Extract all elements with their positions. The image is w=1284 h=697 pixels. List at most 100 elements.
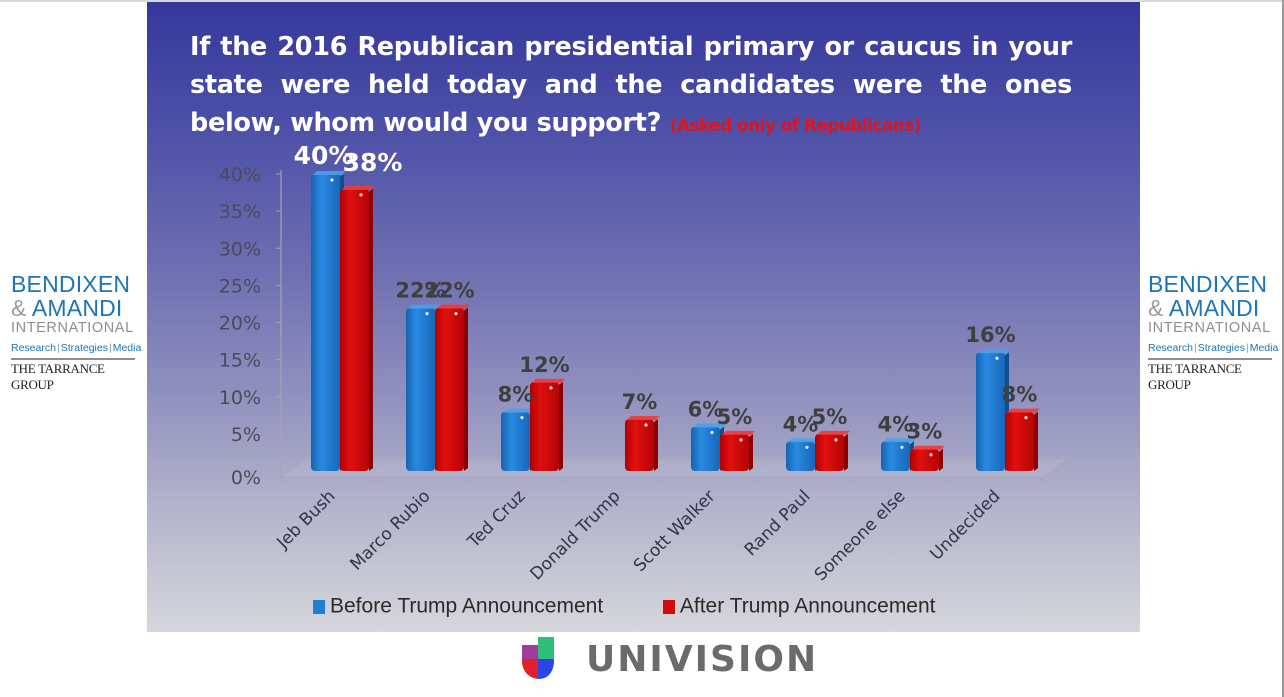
x-tick-label: Jeb Bush <box>273 486 340 553</box>
logo-amandi: AMANDI <box>31 295 123 321</box>
x-tick-label: Undecided <box>926 486 1004 564</box>
window-right-border <box>1282 0 1284 697</box>
chart-title: If the 2016 Republican presidential prim… <box>190 28 1072 145</box>
bar-side <box>844 433 848 471</box>
question-note: (Asked only of Republicans) <box>669 116 922 136</box>
data-label-before: 22% <box>395 279 445 303</box>
bar-side <box>1034 411 1038 471</box>
bar-top <box>722 430 755 435</box>
bar-top <box>627 416 660 421</box>
bar-after <box>815 430 850 471</box>
x-tick-label: Scott Walker <box>630 486 720 576</box>
bar-body <box>340 188 369 471</box>
logo-amandi: AMANDI <box>1168 295 1260 321</box>
bar-highlight <box>359 193 363 197</box>
bar-highlight <box>1024 416 1028 420</box>
tagline-research: Research <box>11 342 56 354</box>
logo-line-1: BENDIXEN <box>11 271 131 297</box>
bar-body <box>530 381 559 471</box>
pollster-logo-right: BENDIXEN & AMANDI INTERNATIONAL Research… <box>1148 272 1278 393</box>
bar-body <box>976 352 1005 471</box>
bar-body <box>625 419 654 471</box>
y-tick-label: 35% <box>219 201 261 223</box>
tagline-media: Media <box>112 342 142 354</box>
bar-side <box>939 448 943 471</box>
bar-side <box>464 307 468 471</box>
pollster-logo-left: BENDIXEN & AMANDI INTERNATIONAL Research… <box>11 272 141 393</box>
bar-highlight <box>900 445 904 449</box>
legend-item-before: Before Trump Announcement <box>313 594 609 618</box>
logo-line-2: & AMANDI <box>1148 296 1278 320</box>
bar-top <box>342 185 375 190</box>
bar-highlight <box>644 423 648 427</box>
y-tick-label: 30% <box>219 238 261 260</box>
bar-body <box>815 433 844 471</box>
data-label-after: 38% <box>343 148 403 177</box>
logo-line-3: INTERNATIONAL <box>11 320 134 336</box>
bar-highlight <box>739 438 743 442</box>
legend-item-after: After Trump Announcement <box>662 594 936 618</box>
data-label-before: 8% <box>498 383 534 407</box>
y-tick-label: 25% <box>219 275 261 297</box>
bar-after <box>340 185 375 471</box>
bar-body <box>910 448 939 471</box>
data-label-after: 5% <box>812 405 848 429</box>
bar-after <box>530 378 565 471</box>
x-tick-label: Marco Rubio <box>346 486 434 574</box>
data-label-before: 4% <box>878 412 914 436</box>
label-layer: 40% 22% 8% 6% 4% 4% 16% 38% 22% 12% 7% 5% 5% 3% 8% <box>294 141 1038 444</box>
bar-body <box>786 441 815 471</box>
tagline-research: Research <box>1148 342 1193 354</box>
bar-top <box>817 430 850 435</box>
bar-body <box>435 307 464 471</box>
bar-after <box>910 445 945 471</box>
bar-side <box>559 381 563 471</box>
data-label-before: 40% <box>294 141 354 170</box>
logo-ampersand: & <box>1148 295 1164 321</box>
bar-body <box>311 174 340 471</box>
y-tick-label: 5% <box>231 424 261 446</box>
bar-highlight <box>425 312 429 316</box>
legend-label-after: After Trump Announcement <box>679 594 936 618</box>
data-label-after: 22% <box>424 279 474 303</box>
tagline-strategies: Strategies <box>1197 342 1245 354</box>
x-tick-label: Donald Trump <box>527 486 625 584</box>
univision-logo: UNIVISION <box>518 633 816 685</box>
data-label-after: 12% <box>519 353 569 377</box>
bar-highlight <box>710 430 714 435</box>
bar-after <box>435 304 470 471</box>
bar-highlight <box>805 445 809 449</box>
bar-top <box>1007 408 1040 413</box>
data-label-before: 4% <box>783 412 819 436</box>
bar-body <box>720 433 749 471</box>
bar-body <box>881 441 910 471</box>
bar-highlight <box>330 178 334 182</box>
bar-top <box>912 445 945 450</box>
bar-top <box>883 438 916 443</box>
bar-body <box>691 426 720 471</box>
legend: Before Trump Announcement After Trump An… <box>313 594 936 619</box>
y-tick-label: 40% <box>219 164 261 186</box>
bar-after <box>720 430 755 471</box>
logo-partner: THE TARRANCE GROUP <box>1148 358 1272 393</box>
logo-tagline: Research|Strategies|Media <box>1148 342 1279 354</box>
bar-after <box>625 416 660 471</box>
bar-highlight <box>929 453 933 457</box>
bar-highlight <box>995 356 999 360</box>
univision-u-icon <box>522 637 554 679</box>
bar-side <box>654 419 658 471</box>
logo-line-1: BENDIXEN <box>1148 271 1268 297</box>
data-label-after: 5% <box>717 405 753 429</box>
data-label-after: 8% <box>1002 383 1038 407</box>
legend-label-before: Before Trump Announcement <box>330 594 604 618</box>
bar-body <box>501 411 530 471</box>
bar-side <box>369 188 373 471</box>
legend-swatch-before <box>313 599 325 614</box>
y-tick-label: 0% <box>231 467 261 489</box>
data-label-before: 6% <box>688 397 724 421</box>
univision-wordmark: UNIVISION <box>586 639 819 680</box>
bar-layer <box>311 171 1040 471</box>
chart-floor <box>279 458 1070 478</box>
bar-top <box>313 171 346 175</box>
